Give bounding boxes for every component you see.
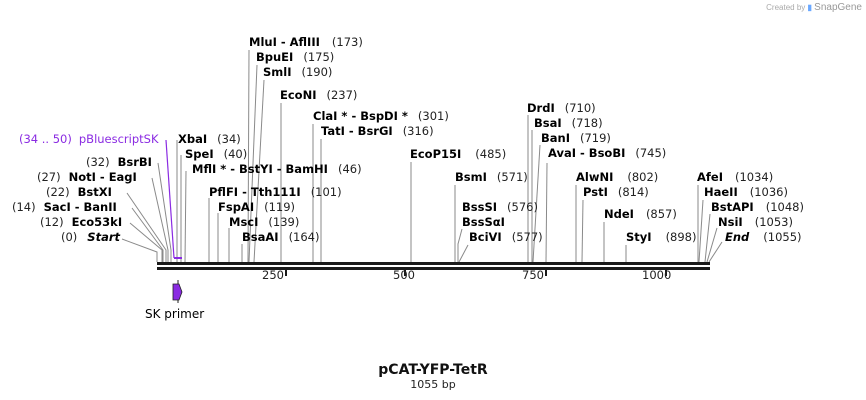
- site-xbai[interactable]: XbaI (34): [178, 132, 241, 146]
- site-bstapi[interactable]: BstAPI (1048): [711, 200, 804, 214]
- site-afei[interactable]: AfeI (1034): [697, 170, 773, 184]
- site-msci[interactable]: MscI (139): [229, 215, 299, 229]
- feature-leader: [165, 139, 175, 259]
- site-mfli[interactable]: MflI * - BstYI - BamHI (46): [192, 162, 362, 176]
- site-end[interactable]: End (1055): [725, 230, 802, 244]
- site-clai[interactable]: ClaI * - BspDI * (301): [313, 109, 449, 123]
- tick-750: 750: [522, 268, 544, 282]
- feature-label[interactable]: (34 .. 50) pBluescriptSK: [19, 132, 159, 146]
- primer-label[interactable]: SK primer: [145, 307, 204, 321]
- site-mlui[interactable]: MluI - AflIII (173): [249, 35, 363, 49]
- site-ndei[interactable]: NdeI (857): [604, 207, 677, 221]
- site-alwni[interactable]: AlwNI (802): [576, 170, 658, 184]
- site-fspai[interactable]: FspAI (119): [218, 200, 295, 214]
- site-bstxi[interactable]: (22) BstXI: [46, 185, 112, 199]
- tick-500: 500: [393, 268, 415, 282]
- sequence-title: pCAT-YFP-TetR: [378, 362, 488, 378]
- site-bcivi[interactable]: BciVI (577): [469, 230, 543, 244]
- sequence-length: 1055 bp: [410, 378, 455, 391]
- snapgene-credit: Created by ▮ SnapGene: [766, 2, 862, 13]
- site-bani[interactable]: BanI (719): [541, 131, 611, 145]
- tick-250: 250: [262, 268, 284, 282]
- leader-lines: [121, 49, 723, 263]
- backbone-top-strand: [157, 262, 710, 265]
- tick-1000: 1000: [642, 268, 671, 282]
- feature-pbluescriptsk[interactable]: [174, 257, 182, 259]
- site-eco53ki[interactable]: (12) Eco53kI: [40, 215, 122, 229]
- site-styi[interactable]: StyI (898): [626, 230, 697, 244]
- snapgene-logo-icon: ▮: [807, 3, 812, 12]
- site-avai[interactable]: AvaI - BsoBI (745): [548, 146, 666, 160]
- site-haeii[interactable]: HaeII (1036): [704, 185, 788, 199]
- site-econi[interactable]: EcoNI (237): [280, 88, 357, 102]
- site-tati[interactable]: TatI - BsrGI (316): [321, 124, 434, 138]
- site-bsssi[interactable]: BssSI (576): [462, 200, 538, 214]
- credit-text: Created by: [766, 3, 806, 12]
- site-bsai[interactable]: BsaI (718): [534, 116, 603, 130]
- site-drdi[interactable]: DrdI (710): [527, 101, 596, 115]
- site-smli[interactable]: SmlI (190): [263, 65, 332, 79]
- site-pflfi[interactable]: PflFI - Tth111I (101): [209, 185, 342, 199]
- site-bsssai[interactable]: BssSαI: [462, 215, 505, 229]
- primer-arrow-icon[interactable]: [172, 283, 183, 301]
- site-spei[interactable]: SpeI (40): [185, 147, 247, 161]
- site-psti[interactable]: PstI (814): [583, 185, 649, 199]
- backbone-bottom-strand: [157, 267, 710, 270]
- site-bsmi[interactable]: BsmI (571): [455, 170, 528, 184]
- credit-brand: SnapGene: [814, 2, 862, 13]
- site-ecop15i[interactable]: EcoP15I (485): [410, 147, 506, 161]
- site-saci[interactable]: (14) SacI - BanII: [12, 200, 117, 214]
- ruler: [285, 270, 667, 276]
- site-start[interactable]: (0) Start: [61, 230, 121, 244]
- restriction-sites: (0) Start (12) Eco53kI (14) SacI - BanII (2…: [12, 35, 804, 244]
- site-noti[interactable]: (27) NotI - EagI: [37, 170, 137, 184]
- site-nsii[interactable]: NsiI (1053): [718, 215, 793, 229]
- site-bsrbi[interactable]: (32) BsrBI: [86, 155, 152, 169]
- site-bsaai[interactable]: BsaAI (164): [242, 230, 320, 244]
- site-bpuei[interactable]: BpuEI (175): [256, 50, 334, 64]
